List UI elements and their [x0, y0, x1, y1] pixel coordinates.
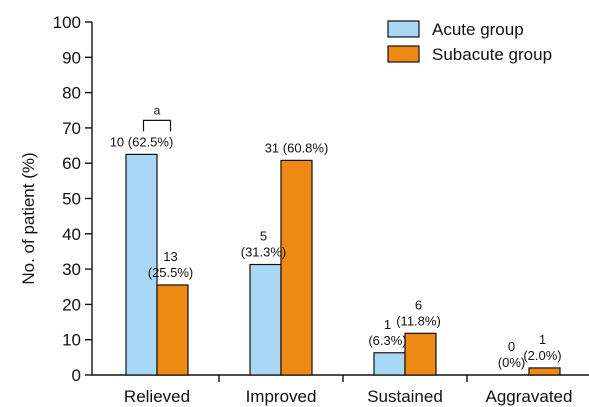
legend-label: Subacute group: [432, 45, 552, 64]
data-label: 6: [415, 297, 422, 312]
y-tick-label: 90: [62, 48, 81, 67]
data-label: 31 (60.8%): [265, 140, 329, 155]
data-label: 13: [163, 249, 177, 264]
bars: [125, 153, 561, 376]
data-label: (31.3%): [241, 245, 287, 260]
y-axis-label: No. of patient (%): [19, 152, 38, 284]
y-tick-label: 70: [62, 119, 81, 138]
bar: [125, 153, 158, 376]
y-tick-label: 60: [62, 154, 81, 173]
data-labels: 10 (62.5%)5(31.3%)1(6.3%) 0(0%)13(25.5%)3…: [110, 134, 562, 370]
y-tick-label: 50: [62, 190, 81, 209]
legend-swatch: [387, 20, 420, 38]
y-tick-label: 30: [62, 260, 81, 279]
y-tick-label: 20: [62, 295, 81, 314]
legend-label: Acute group: [432, 20, 524, 39]
data-label: 1: [539, 332, 546, 347]
y-tick-label: 40: [62, 225, 81, 244]
data-label: (25.5%): [148, 265, 194, 280]
y-tick-label: 10: [62, 331, 81, 350]
data-label: 10 (62.5%): [110, 134, 174, 149]
significance-bracket: [142, 119, 172, 132]
significance-annotation: a: [142, 103, 172, 132]
bar: [528, 367, 561, 376]
bar: [249, 263, 282, 376]
legend: Acute group Subacute group: [387, 20, 552, 64]
bar: [280, 159, 313, 376]
bar: [404, 332, 437, 376]
y-tick-label: 80: [62, 84, 81, 103]
y-tick-label: 100: [53, 13, 81, 32]
data-label: 5: [260, 229, 267, 244]
data-label: 1: [384, 317, 391, 332]
x-tick-label: Improved: [246, 387, 317, 406]
bar: [373, 352, 406, 376]
data-label: (6.3%): [368, 333, 406, 348]
x-tick-label: Aggravated: [486, 387, 573, 406]
x-tick-label: Sustained: [367, 387, 443, 406]
x-tick-label: Relieved: [124, 387, 190, 406]
y-tick-label: 0: [72, 366, 81, 385]
legend-swatch: [387, 45, 420, 63]
bar: [156, 284, 189, 376]
data-label: (0%): [498, 355, 525, 370]
data-label: 0: [508, 339, 515, 354]
data-label: (2.0%): [523, 348, 561, 363]
significance-label: a: [154, 103, 161, 117]
data-label: (11.8%): [396, 313, 441, 328]
